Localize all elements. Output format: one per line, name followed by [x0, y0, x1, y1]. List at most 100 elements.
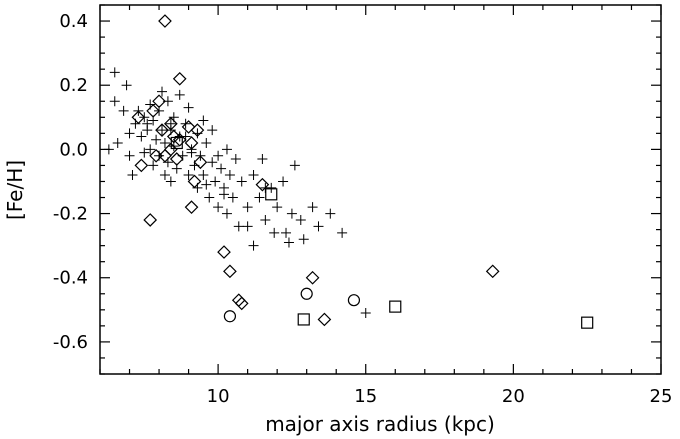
plus-point	[118, 105, 129, 116]
y-tick-label: 0.2	[59, 75, 88, 96]
plus-point	[289, 160, 300, 171]
diamond-point	[149, 148, 163, 163]
plus-point	[136, 131, 147, 142]
diamond-point	[255, 177, 270, 192]
plus-point	[230, 154, 241, 165]
diamond-point	[305, 270, 320, 285]
plus-point	[112, 137, 123, 148]
diamond-point	[193, 155, 208, 170]
circle-point	[223, 310, 237, 323]
square-point	[170, 136, 183, 150]
diamond-point	[166, 129, 181, 144]
plus-point	[109, 96, 120, 107]
diamond-point	[172, 71, 187, 86]
plus-point	[142, 118, 153, 129]
plus-point	[313, 221, 324, 232]
plus-point	[165, 176, 176, 187]
square-point	[265, 188, 278, 201]
plus-point	[219, 189, 230, 200]
diamond-point	[223, 264, 237, 279]
diamond-point	[190, 123, 205, 137]
diamond-point	[146, 104, 160, 118]
plus-point	[248, 170, 259, 181]
x-tick-label: 25	[650, 386, 673, 407]
square-point	[297, 313, 310, 326]
x-tick-label: 10	[207, 386, 230, 407]
plus-point	[213, 150, 224, 161]
plus-point	[201, 179, 212, 190]
plus-point	[198, 115, 209, 126]
plus-point	[151, 134, 162, 145]
plus-point	[337, 227, 348, 238]
plus-point	[109, 67, 120, 78]
plus-point	[286, 208, 297, 219]
diamond-point	[143, 213, 158, 227]
plus-point	[213, 202, 224, 213]
diamond-point	[164, 116, 178, 131]
plus-point	[124, 128, 135, 139]
plus-point	[157, 86, 168, 97]
plus-point	[281, 227, 292, 238]
plus-point	[148, 160, 159, 171]
plus-point	[198, 170, 209, 181]
diamond-point	[187, 174, 202, 189]
plus-point	[183, 102, 194, 113]
y-tick-label: 0.0	[59, 139, 88, 160]
plus-point	[233, 221, 244, 232]
y-axis-label: [Fe/H]	[3, 160, 27, 220]
plus-point	[227, 192, 238, 203]
plus-point	[283, 237, 294, 248]
plus-point	[174, 89, 185, 100]
diamond-point	[134, 158, 149, 173]
x-tick-label: 15	[354, 386, 377, 407]
plus-point	[145, 144, 156, 155]
plus-point	[103, 144, 114, 155]
plus-point	[242, 202, 253, 213]
diamond-point	[234, 296, 249, 311]
x-axis-label: major axis radius (kpc)	[265, 412, 495, 436]
axis-ticks	[99, 4, 662, 375]
diamond-point	[169, 152, 184, 166]
square-point	[581, 316, 594, 329]
plus-point	[221, 208, 232, 219]
plus-point	[159, 170, 170, 181]
plus-point	[254, 192, 265, 203]
tick-labels: 10 15 20 25 0.4 0.2 0.0 -0.2 -0.4 -0.6	[53, 11, 673, 407]
plus-point	[159, 137, 170, 148]
square-point	[389, 300, 402, 313]
plus-point	[121, 80, 132, 91]
y-tick-label: 0.4	[59, 11, 88, 32]
plus-point	[325, 208, 336, 219]
circle-point	[347, 294, 361, 307]
y-tick-label: -0.4	[53, 268, 88, 289]
diamond-point	[158, 148, 172, 163]
x-tick-label: 20	[502, 386, 525, 407]
plus-point	[278, 176, 289, 187]
plus-point	[124, 150, 135, 161]
plus-point	[272, 202, 283, 213]
plus-point	[360, 308, 371, 319]
plus-point	[210, 176, 221, 187]
plus-point	[260, 214, 271, 225]
plus-point	[298, 234, 309, 245]
plus-point	[221, 144, 232, 155]
plus-point	[307, 202, 318, 213]
plus-point	[242, 221, 253, 232]
plus-point	[216, 163, 227, 174]
plus-point	[257, 154, 268, 165]
plus-point	[207, 157, 218, 168]
data-points	[103, 14, 594, 329]
plus-point	[157, 125, 168, 136]
plus-point	[207, 125, 218, 136]
diamond-point	[485, 264, 500, 279]
diamond-point	[131, 110, 146, 125]
plus-point	[236, 176, 247, 187]
diamond-point	[317, 312, 332, 327]
plus-point	[204, 192, 215, 203]
plus-point	[183, 170, 194, 181]
diamond-point	[152, 94, 166, 109]
plus-point	[139, 147, 150, 158]
diamond-point	[158, 14, 172, 28]
plot-frame	[99, 4, 662, 375]
plus-point	[224, 170, 235, 181]
